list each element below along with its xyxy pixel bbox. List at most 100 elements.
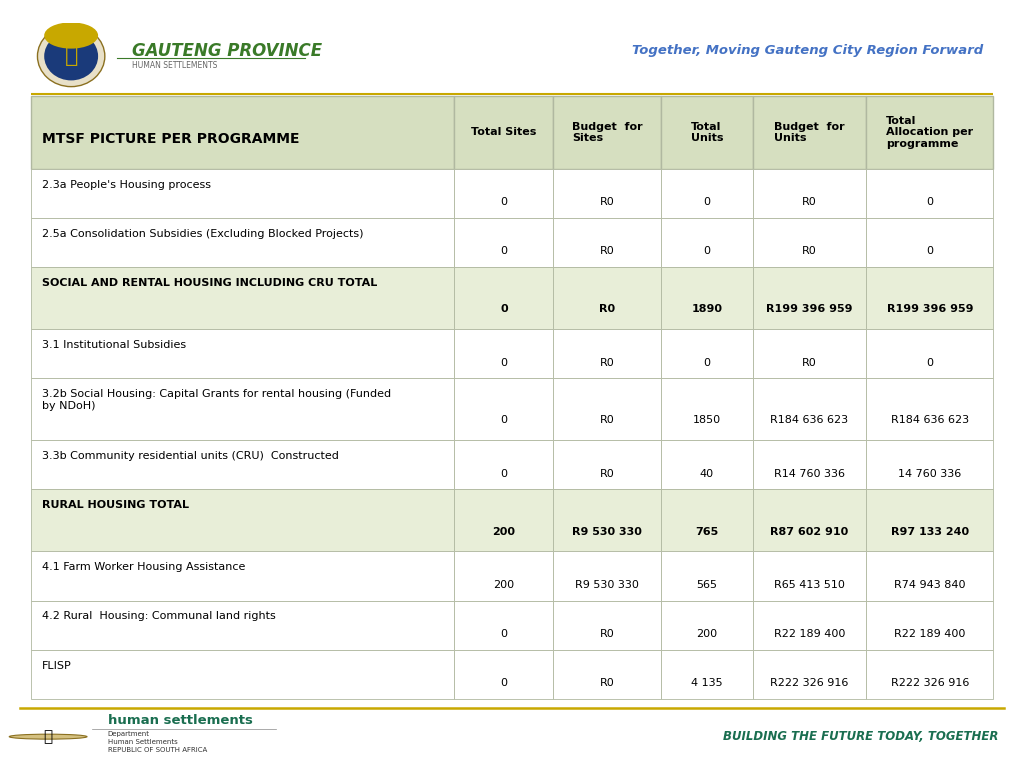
Bar [553, 96, 662, 169]
Text: R0: R0 [600, 468, 614, 478]
Text: 200: 200 [696, 629, 718, 639]
Bar [866, 489, 993, 551]
Bar [455, 440, 553, 489]
Text: 0: 0 [703, 197, 711, 207]
Bar [553, 650, 662, 699]
Text: R0: R0 [802, 247, 817, 257]
Text: 3.1 Institutional Subsidies: 3.1 Institutional Subsidies [42, 340, 186, 350]
Text: 2.3a People's Housing process: 2.3a People's Housing process [42, 180, 211, 190]
Bar [455, 169, 553, 218]
Bar [455, 96, 553, 169]
Bar [553, 601, 662, 650]
Text: R222 326 916: R222 326 916 [891, 678, 969, 688]
Bar [553, 329, 662, 379]
Text: 4.1 Farm Worker Housing Assistance: 4.1 Farm Worker Housing Assistance [42, 562, 246, 572]
Bar [753, 169, 866, 218]
Ellipse shape [44, 32, 98, 81]
Text: MTSF PICTURE PER PROGRAMME: MTSF PICTURE PER PROGRAMME [42, 132, 300, 146]
Text: 0: 0 [927, 358, 933, 368]
Bar [662, 601, 753, 650]
Bar [553, 379, 662, 440]
Text: HUMAN SETTLEMENTS: HUMAN SETTLEMENTS [132, 61, 217, 70]
Ellipse shape [38, 26, 104, 87]
Bar [31, 267, 455, 329]
Bar [455, 379, 553, 440]
Text: 14 760 336: 14 760 336 [898, 468, 962, 478]
Bar [866, 218, 993, 267]
Text: 0: 0 [703, 247, 711, 257]
Circle shape [9, 734, 87, 739]
Text: R199 396 959: R199 396 959 [887, 304, 973, 314]
Bar [553, 551, 662, 601]
Text: 0: 0 [703, 358, 711, 368]
Text: R0: R0 [600, 678, 614, 688]
Bar [662, 489, 753, 551]
Bar [31, 440, 455, 489]
Text: R0: R0 [802, 197, 817, 207]
Text: R0: R0 [600, 415, 614, 425]
Text: 1890: 1890 [691, 304, 722, 314]
Text: 2.5a Consolidation Subsidies (Excluding Blocked Projects): 2.5a Consolidation Subsidies (Excluding … [42, 229, 364, 239]
Text: 200: 200 [493, 527, 515, 537]
Text: R184 636 623: R184 636 623 [770, 415, 849, 425]
Text: Total
Allocation per
programme: Total Allocation per programme [886, 116, 974, 149]
Text: Department
Human Settlements
REPUBLIC OF SOUTH AFRICA: Department Human Settlements REPUBLIC OF… [108, 731, 207, 753]
Text: 0: 0 [501, 197, 507, 207]
Bar [31, 489, 455, 551]
Bar [753, 329, 866, 379]
Bar [455, 267, 553, 329]
Bar [31, 601, 455, 650]
Text: R0: R0 [600, 358, 614, 368]
Text: BUILDING THE FUTURE TODAY, TOGETHER: BUILDING THE FUTURE TODAY, TOGETHER [723, 730, 998, 743]
Text: 0: 0 [501, 629, 507, 639]
Bar [753, 267, 866, 329]
Text: R22 189 400: R22 189 400 [774, 629, 845, 639]
Text: 4 135: 4 135 [691, 678, 723, 688]
Ellipse shape [44, 22, 98, 48]
Bar [866, 650, 993, 699]
Bar [553, 489, 662, 551]
Bar [455, 551, 553, 601]
Text: 200: 200 [494, 580, 514, 590]
Text: R0: R0 [600, 247, 614, 257]
Text: 765: 765 [695, 527, 719, 537]
Text: R74 943 840: R74 943 840 [894, 580, 966, 590]
Bar [866, 267, 993, 329]
Bar [31, 551, 455, 601]
Bar [662, 96, 753, 169]
Bar [455, 218, 553, 267]
Text: R0: R0 [600, 629, 614, 639]
Bar [553, 267, 662, 329]
Bar [753, 440, 866, 489]
Text: Together, Moving Gauteng City Region Forward: Together, Moving Gauteng City Region For… [633, 45, 984, 57]
Text: 0: 0 [501, 678, 507, 688]
Bar [31, 218, 455, 267]
Bar [866, 601, 993, 650]
Text: R222 326 916: R222 326 916 [770, 678, 849, 688]
Text: Total
Units: Total Units [690, 121, 723, 143]
Text: 4.2 Rural  Housing: Communal land rights: 4.2 Rural Housing: Communal land rights [42, 611, 276, 621]
Text: R184 636 623: R184 636 623 [891, 415, 969, 425]
Text: R199 396 959: R199 396 959 [766, 304, 853, 314]
Bar [553, 440, 662, 489]
Text: R87 602 910: R87 602 910 [770, 527, 849, 537]
Bar [866, 551, 993, 601]
Text: R9 530 330: R9 530 330 [575, 580, 639, 590]
Text: Budget  for
Units: Budget for Units [774, 121, 845, 143]
Bar [753, 650, 866, 699]
Bar [753, 601, 866, 650]
Text: 🛡: 🛡 [65, 46, 78, 66]
Text: SOCIAL AND RENTAL HOUSING INCLUDING CRU TOTAL: SOCIAL AND RENTAL HOUSING INCLUDING CRU … [42, 278, 378, 288]
Bar [662, 169, 753, 218]
Text: human settlements: human settlements [108, 714, 252, 727]
Text: 0: 0 [501, 247, 507, 257]
Text: 1850: 1850 [693, 415, 721, 425]
Bar [866, 379, 993, 440]
Text: Budget  for
Sites: Budget for Sites [572, 121, 643, 143]
Bar [662, 218, 753, 267]
Text: FLISP: FLISP [42, 660, 72, 670]
Bar [455, 650, 553, 699]
Bar [753, 379, 866, 440]
Bar [753, 551, 866, 601]
Text: R65 413 510: R65 413 510 [774, 580, 845, 590]
